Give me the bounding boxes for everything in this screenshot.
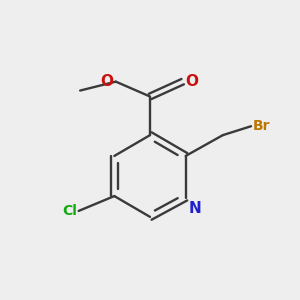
Text: O: O — [100, 74, 113, 89]
Text: Cl: Cl — [62, 204, 77, 218]
Text: N: N — [189, 200, 201, 215]
Text: O: O — [186, 74, 199, 89]
Text: Br: Br — [253, 119, 270, 133]
